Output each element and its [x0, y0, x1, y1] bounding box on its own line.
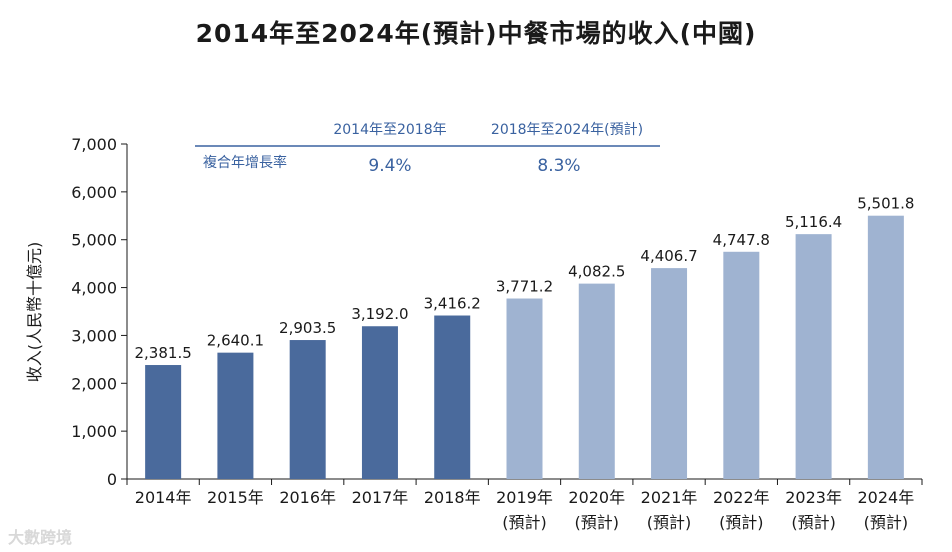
bar: [795, 234, 832, 479]
data-label: 3,416.2: [424, 295, 481, 313]
cagr-period-1: 2014年至2018年: [333, 122, 446, 138]
x-tick-note: (預計): [575, 513, 620, 532]
bar: [651, 268, 688, 479]
data-label: 4,747.8: [713, 231, 770, 249]
bar: [145, 365, 182, 479]
cagr-period-2: 2018年至2024年(預計): [491, 122, 643, 138]
y-tick-label: 4,000: [71, 279, 117, 298]
cagr-value-2: 8.3%: [537, 156, 580, 176]
x-tick-label: 2018年: [424, 488, 481, 507]
data-label: 2,640.1: [207, 332, 264, 350]
y-tick-label: 3,000: [71, 326, 117, 345]
y-tick-label: 1,000: [71, 422, 117, 441]
data-label: 4,082.5: [568, 263, 625, 281]
data-label: 3,192.0: [351, 305, 408, 323]
data-label: 4,406.7: [640, 247, 697, 265]
data-label: 5,501.8: [857, 195, 914, 213]
bar: [506, 298, 543, 479]
x-tick-label: 2021年: [641, 488, 698, 507]
watermark-text: 大數跨境: [8, 528, 73, 547]
bar: [361, 326, 398, 479]
y-tick-label: 5,000: [71, 231, 117, 250]
x-tick-label: 2023年: [785, 488, 842, 507]
y-tick-label: 6,000: [71, 183, 117, 202]
bar: [867, 215, 904, 479]
bar: [289, 340, 326, 479]
cagr-row-label: 複合年增長率: [203, 154, 287, 171]
x-tick-label: 2016年: [279, 488, 336, 507]
chart-title: 2014年至2024年(預計)中餐市場的收入(中國): [195, 19, 757, 48]
bar: [434, 315, 471, 479]
data-label: 2,381.5: [135, 344, 192, 362]
x-tick-label: 2019年: [496, 488, 553, 507]
x-tick-note: (預計): [502, 513, 547, 532]
data-label: 3,771.2: [496, 278, 553, 296]
y-tick-label: 7,000: [71, 135, 117, 154]
x-tick-note: (預計): [864, 513, 909, 532]
x-tick-label: 2017年: [352, 488, 409, 507]
x-tick-note: (預計): [719, 513, 764, 532]
y-axis-label: 收入(人民幣十億元): [25, 242, 44, 383]
x-tick-note: (預計): [791, 513, 836, 532]
bar: [578, 283, 615, 479]
y-tick-label: 0: [107, 470, 117, 489]
x-tick-label: 2022年: [713, 488, 770, 507]
x-tick-label: 2014年: [135, 488, 192, 507]
data-label: 5,116.4: [785, 213, 842, 231]
y-tick-label: 2,000: [71, 374, 117, 393]
data-label: 2,903.5: [279, 319, 336, 337]
x-tick-note: (預計): [647, 513, 692, 532]
x-tick-label: 2015年: [207, 488, 264, 507]
cagr-value-1: 9.4%: [368, 156, 411, 176]
x-tick-label: 2020年: [568, 488, 625, 507]
bar: [723, 251, 760, 479]
x-tick-label: 2024年: [857, 488, 914, 507]
bar: [217, 352, 254, 479]
